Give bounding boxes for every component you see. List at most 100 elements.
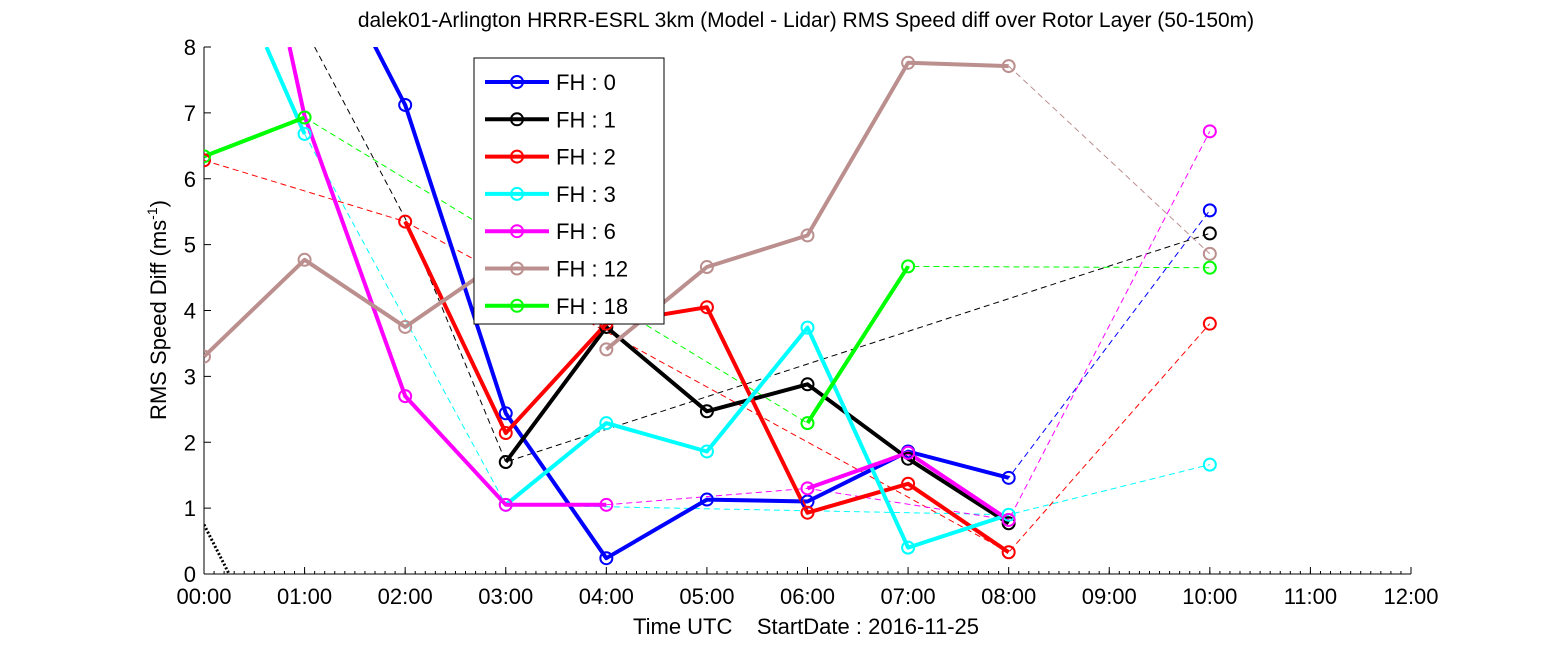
series-dashed-line: [304, 133, 1210, 516]
data-point-marker: [204, 153, 211, 168]
data-point-marker: [297, 252, 312, 267]
x-tick-label: 08:00: [981, 584, 1036, 609]
data-point-marker: [1202, 457, 1217, 472]
y-tick-label: 8: [184, 35, 196, 60]
data-point-marker: [1202, 124, 1217, 139]
legend-label: FH : 18: [556, 294, 628, 319]
x-tick-label: 09:00: [1082, 584, 1137, 609]
series-solid-line: [504, 325, 1010, 550]
series-dashed-line: [204, 159, 1211, 553]
y-axis-label-superscript: -1: [144, 207, 160, 220]
data-point-marker: [1001, 545, 1016, 560]
data-point-marker: [1202, 260, 1217, 275]
data-point-marker: [1001, 507, 1016, 522]
legend-label: FH : 12: [556, 257, 628, 282]
legend-label: FH : 2: [556, 145, 616, 170]
y-ticks: 0 1 2 3 4 5 6 7 8: [184, 35, 211, 587]
data-point-marker: [398, 319, 413, 334]
y-tick-label: 0: [184, 562, 196, 587]
data-point-marker: [204, 149, 211, 164]
data-point-marker: [599, 551, 614, 566]
data-point-marker: [599, 416, 614, 431]
y-tick-label: 4: [184, 299, 196, 324]
series-dashed-line: [606, 131, 1211, 521]
data-point-marker: [498, 426, 513, 441]
legend-marker: [510, 224, 524, 239]
x-tick-label: 01:00: [277, 584, 332, 609]
data-point-marker: [699, 404, 714, 419]
x-tick-label: 00:00: [176, 584, 231, 609]
series-solid-line: [403, 220, 1010, 554]
series-solid-line: [204, 115, 306, 159]
legend: FH : 0 FH : 1 FH : 2 FH : 3 FH : 6 FH : 12 FH …: [473, 57, 665, 325]
data-point-marker: [901, 540, 916, 555]
legend-item: FH : 1: [485, 107, 616, 132]
legend-box: [473, 57, 665, 325]
data-point-marker: [800, 505, 815, 520]
data-point-marker: [599, 342, 614, 357]
data-point-marker: [398, 389, 413, 404]
legend-label: FH : 0: [556, 70, 616, 95]
legend-marker: [510, 261, 524, 276]
dotted-reference-line: [204, 523, 231, 574]
x-tick-label: 07:00: [881, 584, 936, 609]
data-point-marker: [1001, 512, 1016, 527]
data-point-marker: [699, 260, 714, 275]
data-point-marker: [800, 416, 815, 431]
data-point-marker: [800, 228, 815, 243]
x-tick-label: 12:00: [1383, 584, 1438, 609]
legend-marker: [510, 75, 524, 89]
data-point-marker: [498, 406, 513, 421]
legend-marker: [510, 112, 524, 127]
data-point-marker: [1202, 316, 1217, 331]
series-solid-line: [504, 325, 1010, 525]
x-tick-label: 05:00: [679, 584, 734, 609]
data-point-marker: [800, 481, 815, 496]
data-point-marker: [498, 455, 513, 470]
y-tick-label: 6: [184, 167, 196, 192]
data-point-marker: [398, 97, 413, 112]
legend-item: FH : 3: [485, 182, 616, 207]
data-point-marker: [901, 451, 916, 466]
x-tick-label: 02:00: [378, 584, 433, 609]
y-axis-label-close: ): [146, 200, 171, 207]
legend-item: FH : 12: [485, 257, 628, 282]
legend-marker: [510, 298, 524, 313]
series-dashed-line: [314, 47, 1210, 463]
x-ticks: 00:00 01:00 02:00 03:00 04:00 05:00 06:00 07:00…: [176, 567, 1439, 609]
data-point-marker: [699, 492, 714, 507]
y-axis-label: RMS Speed Diff (ms-1): [144, 200, 171, 420]
data-point-marker: [1202, 246, 1217, 261]
data-point-marker: [699, 444, 714, 459]
x-tick-label: 04:00: [579, 584, 634, 609]
x-tick-label: 11:00: [1284, 584, 1337, 609]
data-point-marker: [1202, 203, 1217, 218]
data-point-marker: [297, 110, 312, 125]
data-point-marker: [297, 126, 312, 141]
data-point-marker: [398, 214, 413, 229]
data-point-marker: [901, 259, 916, 274]
legend-items: FH : 0 FH : 1 FH : 2 FH : 3 FH : 6 FH : 12 FH …: [485, 70, 628, 319]
series-solid-line: [805, 265, 910, 425]
y-tick-label: 2: [184, 430, 196, 455]
x-tick-label: 06:00: [780, 584, 835, 609]
data-point-marker: [800, 320, 815, 335]
chart-title: dalek01-Arlington HRRR-ESRL 3km (Model -…: [358, 9, 1254, 32]
data-point-marker: [901, 55, 916, 70]
series-solid-line: [204, 256, 507, 359]
x-axis-label: Time UTC StartDate : 2016-11-25: [633, 614, 979, 639]
x-tick-label: 10:00: [1182, 584, 1237, 609]
data-point-marker: [901, 476, 916, 491]
y-tick-label: 1: [184, 496, 196, 521]
data-point-marker: [599, 497, 614, 512]
legend-label: FH : 6: [556, 219, 616, 244]
y-tick-label: 7: [184, 101, 196, 126]
legend-item: FH : 18: [485, 294, 628, 319]
series-dashed-line: [1008, 65, 1211, 255]
data-point-marker: [1001, 470, 1016, 485]
y-tick-label: 5: [184, 233, 196, 258]
data-point-marker: [1001, 59, 1016, 74]
data-point-marker: [1202, 226, 1217, 241]
